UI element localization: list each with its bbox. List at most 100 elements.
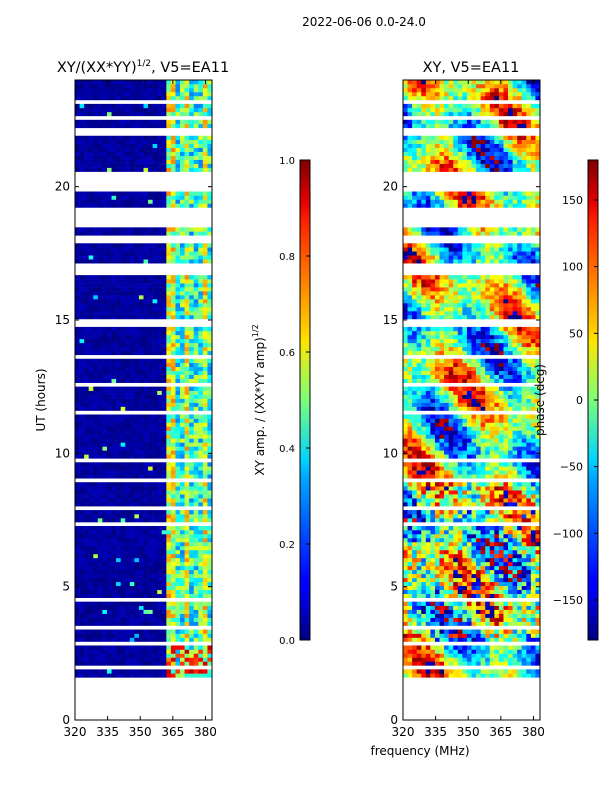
amp-cell <box>84 446 89 451</box>
phase-cell <box>480 466 486 471</box>
amp-cell <box>106 243 112 248</box>
phase-cell <box>421 601 427 606</box>
amp-cell <box>138 167 144 172</box>
amp-cell <box>75 466 80 471</box>
phase-cell <box>457 466 463 471</box>
phase-cell <box>457 510 463 515</box>
amp-cell <box>134 498 140 503</box>
amp-cell <box>193 589 199 595</box>
phase-cell <box>439 633 445 638</box>
amp-cell <box>129 163 135 168</box>
amp-cell <box>184 577 190 583</box>
amp-cell <box>84 203 89 208</box>
amp-cell <box>116 561 121 567</box>
phase-cell <box>530 573 536 579</box>
phase-cell <box>407 629 413 634</box>
amp-cell <box>75 418 80 423</box>
phase-cell <box>462 470 468 475</box>
amp-cell <box>93 529 99 535</box>
amp-cell <box>106 442 112 447</box>
amp-cell <box>166 147 172 152</box>
amp-cell <box>175 581 181 587</box>
amp-cell <box>129 537 135 543</box>
amp-cell <box>125 470 131 475</box>
amp-cell <box>125 426 131 431</box>
phase-cell <box>403 585 408 591</box>
amp-cell <box>193 510 199 515</box>
amp-cell <box>88 195 94 200</box>
amp-cell <box>125 569 131 575</box>
amp-cell <box>148 275 153 280</box>
amp-cell <box>106 199 112 204</box>
amp-cell <box>102 454 108 459</box>
amp-cell <box>88 462 94 467</box>
phase-cell <box>530 645 536 650</box>
amp-cell <box>198 577 204 583</box>
amp-cell <box>129 287 135 292</box>
amp-cell <box>148 565 153 571</box>
amp-cell <box>148 518 153 523</box>
phase-cell <box>416 633 422 638</box>
amp-cell <box>93 466 99 471</box>
phase-cell <box>489 609 495 614</box>
amp-cell <box>129 581 135 587</box>
phase-cell <box>489 629 495 634</box>
amp-cell <box>161 418 167 423</box>
amp-cell <box>170 119 176 125</box>
phase-cell <box>476 490 481 495</box>
phase-cell <box>508 537 513 543</box>
amp-cell <box>184 155 190 160</box>
phase-cell <box>421 637 427 642</box>
phase-cell <box>403 533 408 539</box>
phase-cell <box>416 541 422 547</box>
phase-cell <box>453 490 459 495</box>
amp-cell <box>184 510 190 515</box>
phase-cell <box>485 470 491 475</box>
phase-cell <box>430 565 436 571</box>
phase-cell <box>489 526 495 531</box>
phase-cell <box>512 502 518 507</box>
amp-cell <box>152 430 158 435</box>
amp-cell <box>75 462 80 467</box>
amp-cell <box>193 87 199 93</box>
amp-cell <box>75 669 80 674</box>
phase-cell <box>471 593 477 598</box>
phase-cell <box>517 565 523 571</box>
amp-cell <box>189 163 195 168</box>
amp-cell <box>138 581 144 587</box>
phase-cell <box>407 482 413 487</box>
amp-cell <box>129 557 135 563</box>
amp-cell <box>93 541 99 547</box>
amp-cell <box>134 310 140 316</box>
amp-cell <box>93 673 99 678</box>
amp-cell <box>193 275 199 280</box>
amp-cell <box>120 673 126 678</box>
amp-cell <box>189 545 195 551</box>
phase-cell <box>498 633 504 638</box>
amp-cell <box>166 490 172 495</box>
phase-cell <box>466 617 472 622</box>
amp-cell <box>189 609 195 614</box>
amp-cell <box>198 255 204 260</box>
amp-cell <box>75 259 80 264</box>
amp-cell <box>148 609 153 614</box>
amp-cell <box>202 526 208 531</box>
amp-cell <box>79 299 85 304</box>
amp-cell <box>143 314 149 320</box>
phase-cell <box>503 549 509 555</box>
amp-cell <box>120 287 126 292</box>
amp-cell <box>161 398 167 403</box>
amp-cell <box>198 275 204 280</box>
amp-cell <box>166 541 172 547</box>
amp-cell <box>93 303 99 308</box>
amp-cell <box>75 621 80 626</box>
amp-cell <box>116 203 121 208</box>
phase-cell <box>448 645 454 650</box>
amp-cell <box>125 342 131 348</box>
phase-cell <box>439 581 445 587</box>
amp-cell <box>84 95 89 101</box>
amp-cell <box>120 661 126 666</box>
amp-cell <box>180 366 185 372</box>
phase-cell <box>453 537 459 543</box>
amp-cell <box>134 390 140 395</box>
